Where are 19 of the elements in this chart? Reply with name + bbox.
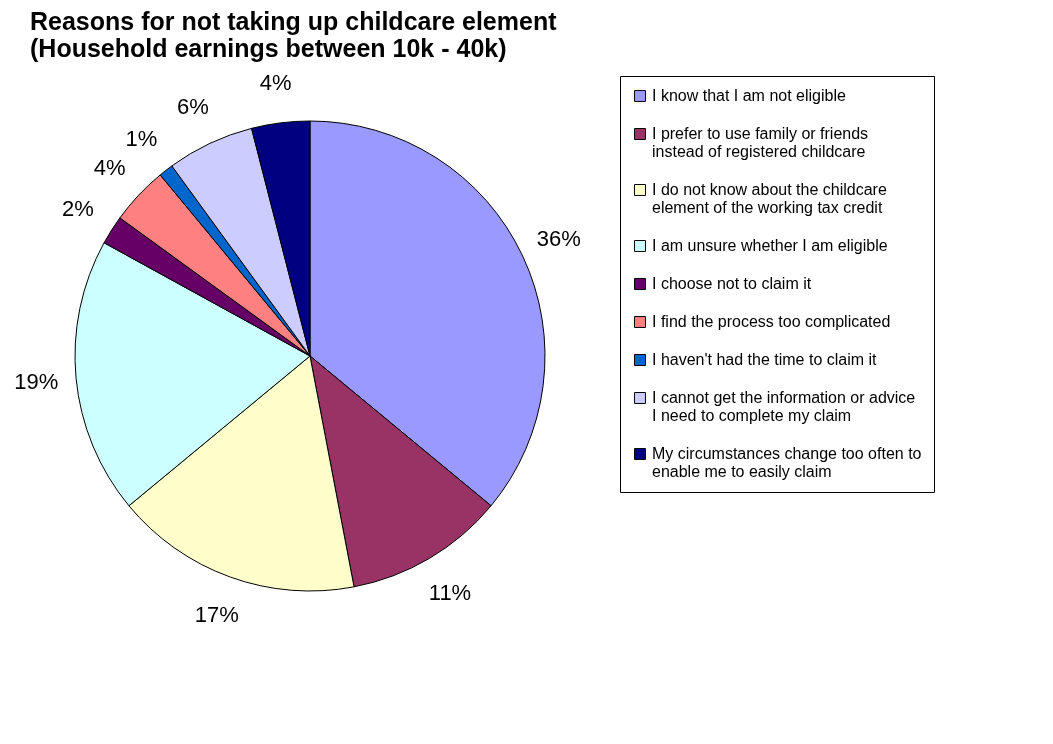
legend-label: I do not know about the childcare element of the working tax credit [652,181,887,216]
data-label: 6% [177,94,209,120]
legend-label: I am unsure whether I am eligible [652,237,888,254]
legend-label: I know that I am not eligible [652,87,846,104]
data-label: 11% [428,579,472,605]
data-label: 2% [61,195,94,221]
data-label: 4% [93,154,126,180]
legend-label: I prefer to use family or friends instead of registered childcare [652,125,869,160]
data-label: 36% [536,225,581,251]
legend-label: I haven't had the time to claim it [652,351,878,368]
data-label: 17% [194,601,239,627]
chart-title: Reasons for not taking up childcare element (Household earnings between 10k - 40k) [30,7,558,63]
legend-label: I choose not to claim it [652,275,812,292]
legend-label: I cannot get the information or advice I need to complete my claim [652,389,916,424]
legend-label: My circumstances change too often to enable me to easily claim [652,445,922,480]
data-label: 1% [125,125,158,151]
data-label: 19% [14,368,59,394]
data-label: 4% [259,70,292,96]
legend-label: I find the process too complicated [652,313,891,330]
